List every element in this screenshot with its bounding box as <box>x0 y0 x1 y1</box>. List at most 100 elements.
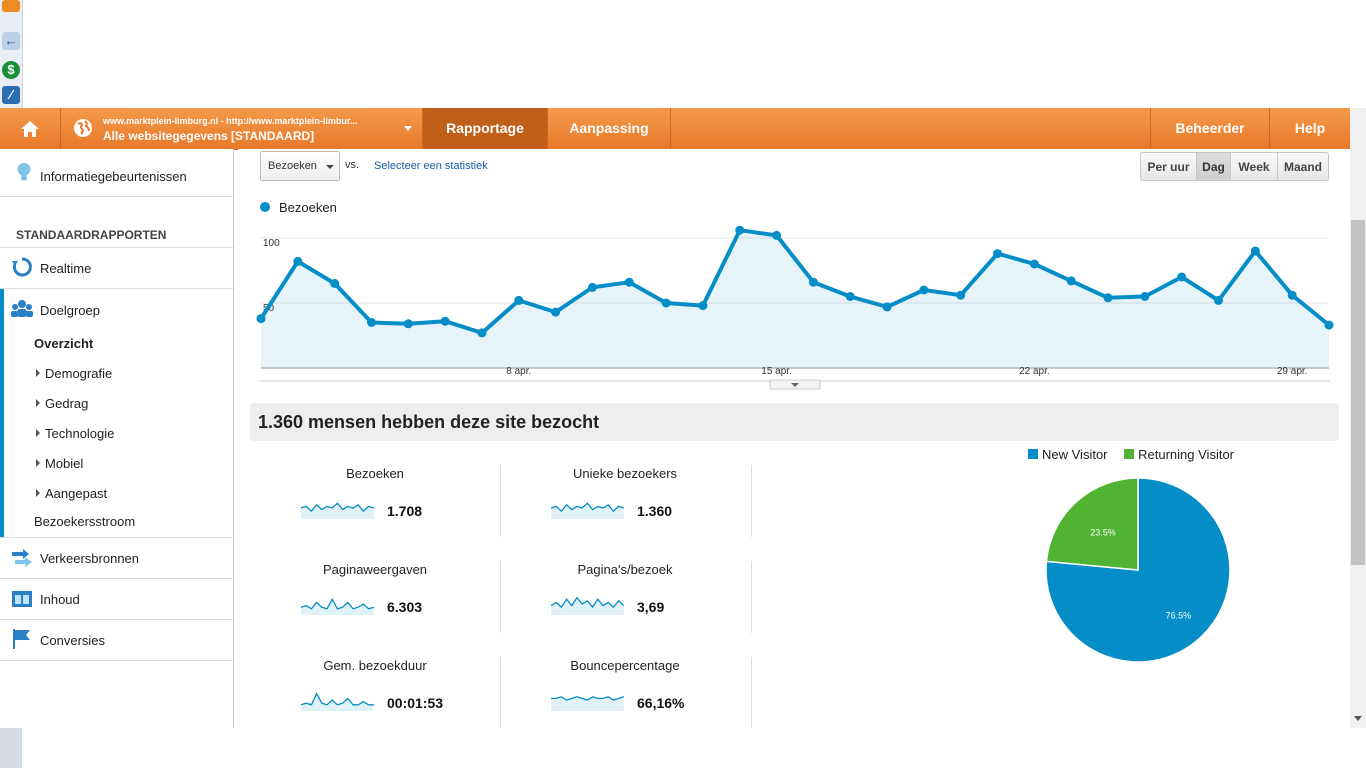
sidebar-item-aangepast[interactable]: Aangepast <box>36 486 107 501</box>
select-statistic-link[interactable]: Selecteer een statistiek <box>374 160 488 172</box>
sidebar-item-realtime[interactable]: Realtime <box>0 248 233 288</box>
data-point[interactable] <box>1140 292 1150 301</box>
pie-slice[interactable] <box>1045 477 1139 571</box>
data-point[interactable] <box>698 301 708 311</box>
y-tick-label: 100 <box>263 238 280 249</box>
data-point[interactable] <box>624 277 634 287</box>
home-button[interactable] <box>0 108 60 149</box>
metric-select[interactable]: Bezoeken <box>260 151 340 181</box>
vertical-scrollbar[interactable] <box>1350 108 1366 728</box>
expand-arrow-icon <box>36 369 40 377</box>
pie-slice[interactable] <box>1045 477 1231 663</box>
chevron-down-icon <box>326 165 334 169</box>
chevron-down-icon <box>404 126 412 131</box>
data-point[interactable] <box>735 225 745 235</box>
summary-headline: 1.360 mensen hebben deze site bezocht <box>258 412 600 432</box>
legend-label-returning: Returning Visitor <box>1138 447 1235 462</box>
sidebar-item-technologie[interactable]: Technologie <box>36 426 114 441</box>
legend-swatch-returning <box>1124 449 1135 459</box>
data-point[interactable] <box>661 298 671 308</box>
tab-rapportage[interactable]: Rapportage <box>423 108 547 149</box>
scrollbar-thumb[interactable] <box>1351 220 1365 565</box>
data-point[interactable] <box>845 292 855 301</box>
x-tick-label: 15 apr. <box>761 366 792 377</box>
data-point[interactable] <box>366 318 376 327</box>
legend-marker <box>260 202 270 212</box>
sidebar-item-label: Realtime <box>40 261 92 276</box>
data-point[interactable] <box>1214 295 1224 305</box>
data-point[interactable] <box>772 230 782 240</box>
sidebar-item-traffic[interactable]: Verkeersbronnen <box>0 538 233 578</box>
metric-divider <box>500 657 501 729</box>
admin-button[interactable]: Beheerder <box>1175 120 1245 136</box>
data-point[interactable] <box>808 277 818 287</box>
sidebar-item-visitor-flow[interactable]: Bezoekersstroom <box>34 514 136 529</box>
data-point[interactable] <box>919 285 929 295</box>
pie-legend: New Visitor Returning Visitor <box>1028 447 1234 462</box>
data-point[interactable] <box>330 279 340 288</box>
sidebar-item-label: Doelgroep <box>40 303 100 318</box>
audience-icon <box>11 300 33 317</box>
period-maand-button[interactable]: Maand <box>1277 152 1329 181</box>
edit-icon[interactable]: ⁄ <box>2 86 20 104</box>
legend-label-new: New Visitor <box>1042 447 1108 462</box>
x-tick-label: 22 apr. <box>1019 366 1050 377</box>
data-point[interactable] <box>256 314 266 324</box>
dollar-icon[interactable]: $ <box>2 61 20 79</box>
sidebar-item-info-events[interactable]: Informatiegebeurtenissen <box>0 149 233 196</box>
data-point[interactable] <box>551 307 561 317</box>
data-point[interactable] <box>587 282 597 292</box>
data-point[interactable] <box>403 319 413 329</box>
metric-sparkline <box>551 696 624 711</box>
profile-selector[interactable]: www.marktplein-limburg.nl - http://www.m… <box>61 108 421 149</box>
back-arrow-icon[interactable]: ← <box>2 32 20 50</box>
data-point[interactable] <box>1066 276 1076 286</box>
metric-value: 1.360 <box>637 503 673 519</box>
expand-arrow-icon <box>36 399 40 407</box>
metric-title: Bouncepercentage <box>570 658 680 673</box>
browser-blank-area <box>0 0 1366 108</box>
data-point[interactable] <box>293 256 303 266</box>
sidebar-item-overview[interactable]: Overzicht <box>34 336 94 351</box>
data-point[interactable] <box>1177 272 1187 282</box>
scroll-down-arrow-icon[interactable] <box>1354 716 1362 721</box>
sidebar-item-gedrag[interactable]: Gedrag <box>36 396 88 411</box>
browser-bottom-strip <box>0 728 22 768</box>
period-per-uur-button[interactable]: Per uur <box>1140 152 1197 181</box>
site-url: www.marktplein-limburg.nl - http://www.m… <box>103 116 358 126</box>
data-point[interactable] <box>440 316 450 326</box>
metric-divider <box>751 561 752 633</box>
browser-tab-icon[interactable] <box>2 0 20 12</box>
legend-swatch-new <box>1028 449 1038 459</box>
sidebar-item-demografie[interactable]: Demografie <box>36 366 112 381</box>
sidebar-item-content[interactable]: Inhoud <box>0 579 233 619</box>
vs-label: vs. <box>345 159 360 171</box>
metric-sparkline <box>550 596 625 615</box>
help-button[interactable]: Help <box>1294 120 1326 136</box>
sidebar-item-label: Technologie <box>45 426 115 441</box>
sidebar-item-conversions[interactable]: Conversies <box>0 620 233 660</box>
sidebar-item-audience[interactable]: Doelgroep <box>0 289 233 329</box>
data-point[interactable] <box>993 249 1003 259</box>
data-point[interactable] <box>514 295 524 305</box>
flag-icon <box>13 629 30 649</box>
sidebar-item-mobiel[interactable]: Mobiel <box>36 456 83 471</box>
metric-value: 3,69 <box>637 599 665 615</box>
data-point[interactable] <box>477 328 487 338</box>
data-point[interactable] <box>1287 290 1297 300</box>
expand-arrow-icon <box>36 489 40 497</box>
sidebar: Informatiegebeurtenissen STANDAARDRAPPOR… <box>0 149 234 728</box>
data-point[interactable] <box>1250 246 1260 256</box>
data-point[interactable] <box>882 302 892 312</box>
data-point[interactable] <box>1029 259 1039 269</box>
metric-sparkline <box>300 597 374 615</box>
x-tick-label: 29 apr. <box>1277 366 1308 377</box>
data-point[interactable] <box>956 290 966 300</box>
tab-aanpassing[interactable]: Aanpassing <box>569 120 649 136</box>
period-dag-button[interactable]: Dag <box>1196 152 1231 181</box>
period-week-button[interactable]: Week <box>1230 152 1278 181</box>
data-point[interactable] <box>1103 293 1113 303</box>
sidebar-item-label: Verkeersbronnen <box>40 551 140 566</box>
sidebar-item-label: Inhoud <box>40 592 80 607</box>
data-point[interactable] <box>1324 320 1334 330</box>
